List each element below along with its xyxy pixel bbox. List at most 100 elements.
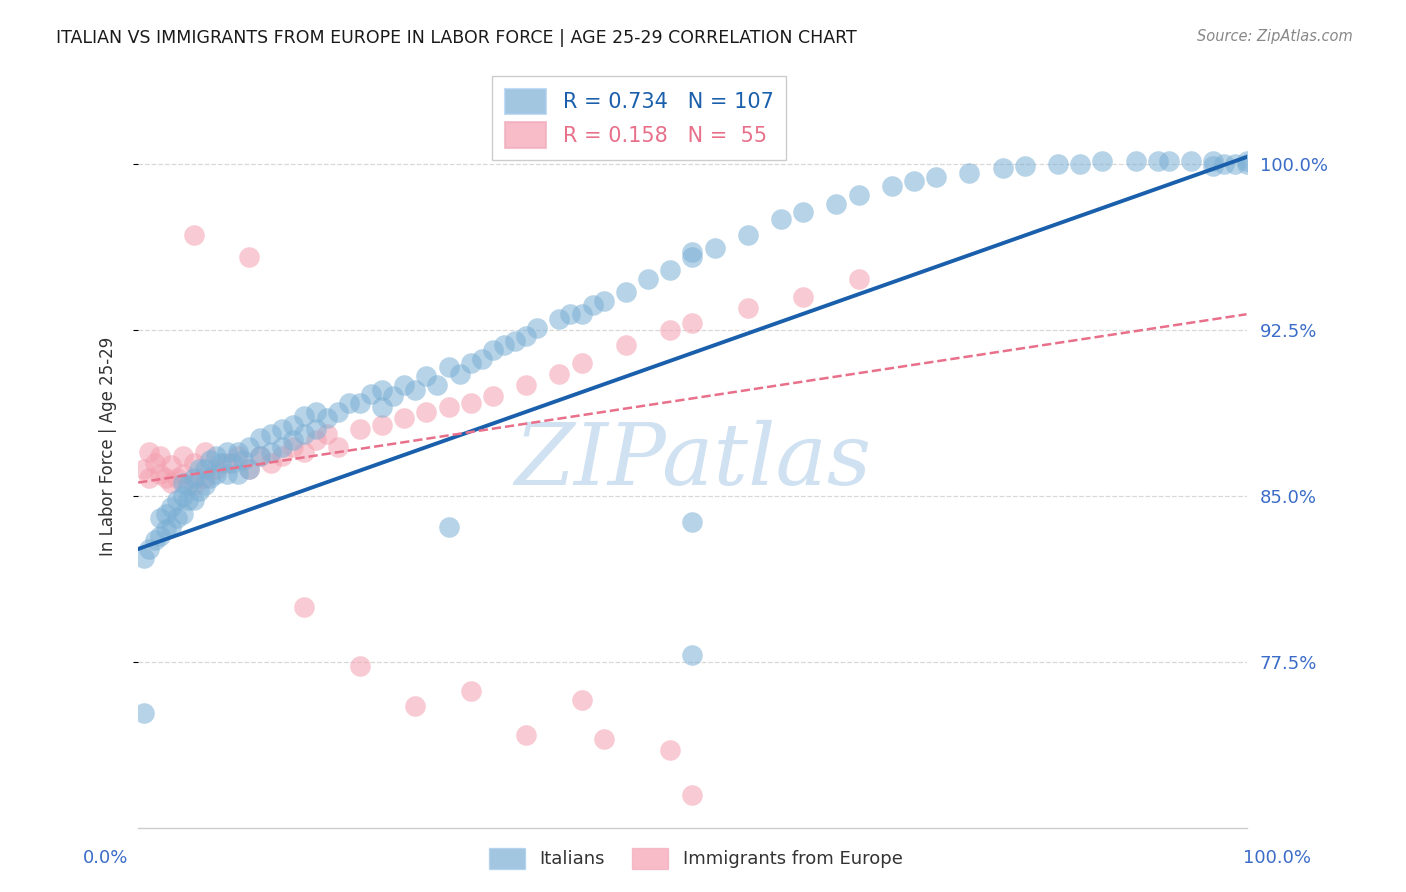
Italians [1014,159,1036,173]
Immigrants from Europe [681,788,703,802]
Immigrants from Europe [571,356,593,370]
Italians [160,520,183,534]
Immigrants from Europe [737,301,759,315]
Italians [132,706,155,720]
Italians [238,462,260,476]
Italians [1125,154,1147,169]
Italians [226,444,249,458]
Italians [1202,159,1225,173]
Italians [1157,154,1180,169]
Italians [271,440,294,454]
Immigrants from Europe [392,411,415,425]
Immigrants from Europe [548,367,571,381]
Immigrants from Europe [326,440,349,454]
Italians [392,378,415,392]
Italians [1069,157,1091,171]
Immigrants from Europe [132,462,155,476]
Italians [848,187,870,202]
Italians [200,453,222,467]
Immigrants from Europe [515,378,537,392]
Italians [903,174,925,188]
Italians [183,471,205,485]
Italians [177,493,200,508]
Immigrants from Europe [204,462,226,476]
Italians [426,378,449,392]
Italians [592,293,614,308]
Immigrants from Europe [592,732,614,747]
Italians [415,369,437,384]
Italians [482,343,505,357]
Text: 100.0%: 100.0% [1243,849,1310,867]
Italians [294,409,316,423]
Immigrants from Europe [294,444,316,458]
Immigrants from Europe [149,449,172,463]
Immigrants from Europe [659,323,682,337]
Italians [188,462,211,476]
Italians [515,329,537,343]
Italians [337,396,360,410]
Immigrants from Europe [848,272,870,286]
Immigrants from Europe [155,471,177,485]
Italians [194,477,217,491]
Italians [681,250,703,264]
Italians [1213,157,1236,171]
Italians [221,456,243,470]
Immigrants from Europe [215,456,238,470]
Immigrants from Europe [437,401,460,415]
Italians [991,161,1014,175]
Italians [194,462,217,476]
Italians [471,351,494,366]
Immigrants from Europe [271,449,294,463]
Italians [215,444,238,458]
Immigrants from Europe [138,471,160,485]
Immigrants from Europe [460,396,482,410]
Italians [382,389,405,403]
Italians [1225,157,1247,171]
Italians [1236,154,1258,169]
Immigrants from Europe [415,405,437,419]
Italians [659,263,682,277]
Italians [371,401,394,415]
Italians [238,440,260,454]
Italians [294,426,316,441]
Immigrants from Europe [315,426,337,441]
Immigrants from Europe [349,422,371,436]
Italians [166,493,188,508]
Text: 0.0%: 0.0% [83,849,128,867]
Italians [271,422,294,436]
Immigrants from Europe [138,444,160,458]
Italians [460,356,482,370]
Italians [404,383,426,397]
Italians [681,245,703,260]
Italians [1091,154,1114,169]
Italians [503,334,526,348]
Italians [637,272,659,286]
Immigrants from Europe [238,250,260,264]
Italians [260,426,283,441]
Immigrants from Europe [149,467,172,481]
Italians [283,417,305,432]
Italians [581,298,603,312]
Immigrants from Europe [183,456,205,470]
Immigrants from Europe [482,389,505,403]
Text: ZIPatlas: ZIPatlas [513,420,870,502]
Immigrants from Europe [238,462,260,476]
Immigrants from Europe [792,289,814,303]
Italians [183,493,205,508]
Immigrants from Europe [166,471,188,485]
Italians [925,169,948,184]
Italians [1180,154,1202,169]
Italians [326,405,349,419]
Italians [172,475,194,490]
Immigrants from Europe [183,477,205,491]
Immigrants from Europe [515,728,537,742]
Immigrants from Europe [681,316,703,330]
Italians [825,196,848,211]
Immigrants from Europe [304,434,326,448]
Italians [204,449,226,463]
Italians [769,212,792,227]
Italians [209,456,232,470]
Italians [304,405,326,419]
Italians [548,311,571,326]
Y-axis label: In Labor Force | Age 25-29: In Labor Force | Age 25-29 [100,336,117,556]
